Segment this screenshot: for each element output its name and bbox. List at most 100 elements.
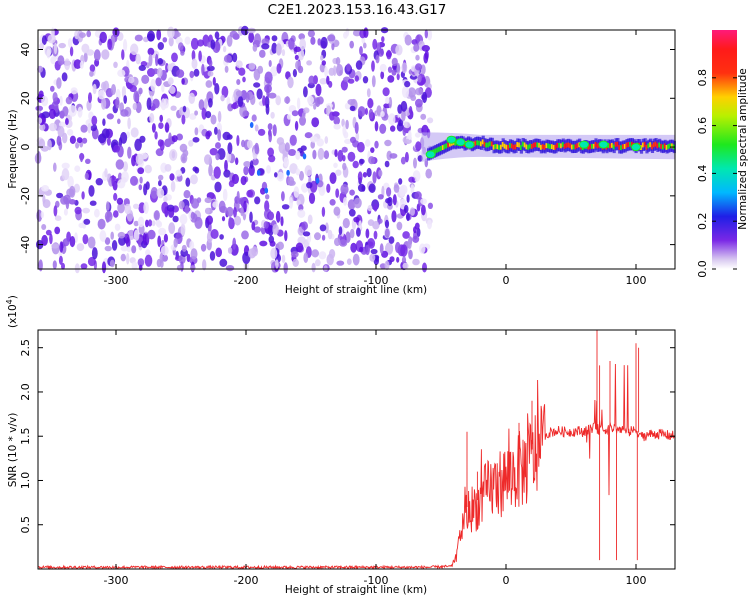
- spectrogram-cell: [252, 44, 258, 52]
- spectrogram-cell: [243, 161, 251, 168]
- spectrogram-cell: [261, 38, 270, 46]
- spectrogram-cell: [419, 243, 426, 254]
- spectrogram-cell: [340, 183, 349, 195]
- spectrogram-cell: [401, 109, 406, 122]
- spectrogram-cell: [156, 187, 165, 199]
- spectrogram-cell: [65, 118, 69, 125]
- spectrogram-cell: [365, 139, 371, 147]
- spectrogram-cell: [98, 89, 105, 100]
- spectral-line-core: [490, 141, 494, 147]
- spectral-line-core: [514, 144, 518, 150]
- spectral-line-core: [492, 144, 496, 150]
- spectrogram-cell: [266, 165, 271, 174]
- spectrogram-cell: [80, 124, 88, 133]
- spectrogram-cell: [38, 138, 46, 150]
- spectrogram-cell: [194, 167, 200, 174]
- spectrogram-cell: [245, 92, 250, 103]
- spectrogram-cell: [292, 258, 299, 267]
- x-tick-label: 100: [626, 574, 647, 587]
- spectrogram-cell: [254, 33, 261, 46]
- spectrogram-cell: [214, 126, 218, 135]
- spectrogram-cell: [379, 243, 384, 254]
- spectrogram-cell: [209, 148, 218, 156]
- spectral-line-core: [612, 144, 616, 150]
- spectrogram-cell: [382, 87, 390, 97]
- spectrogram-cell: [415, 98, 423, 108]
- spectrogram-cell: [402, 231, 410, 239]
- spectrogram-cell: [404, 138, 412, 145]
- spectrogram-cell: [219, 258, 228, 267]
- spectrogram-cell: [259, 240, 268, 247]
- spectral-line-core: [541, 144, 545, 150]
- spectral-line-core: [656, 143, 660, 149]
- spectrogram-cell: [68, 105, 77, 117]
- spectrogram-cell: [50, 56, 57, 65]
- spectrogram-cell: [357, 171, 363, 182]
- spectrogram-cell: [74, 263, 80, 274]
- spectrogram-cell: [317, 147, 325, 160]
- spectrogram-cell: [57, 126, 65, 138]
- spectrogram-cell: [130, 127, 139, 138]
- spectrogram-cell: [379, 63, 387, 73]
- spectral-line-core: [436, 147, 439, 153]
- spectrogram-cell: [77, 106, 83, 118]
- spectrogram-cell: [196, 39, 205, 47]
- spectral-line-core: [625, 142, 629, 148]
- spectrogram-cell: [149, 112, 155, 123]
- spectral-line-core: [671, 143, 674, 149]
- spectral-line-core: [496, 144, 499, 150]
- spectrogram-cell: [393, 184, 400, 193]
- spectrogram-cell: [324, 136, 329, 144]
- spectrogram-cell: [41, 95, 49, 107]
- spectrogram-cell: [113, 192, 118, 201]
- spectrogram-cell: [315, 97, 321, 108]
- spectrogram-cell: [134, 138, 142, 151]
- spectrogram-cell: [344, 138, 352, 145]
- spectrogram-cell: [362, 76, 369, 84]
- spectrogram-cell: [190, 174, 198, 185]
- spectrogram-cell: [191, 50, 196, 61]
- spectral-line-core: [503, 143, 507, 149]
- spectrogram-cell: [208, 59, 213, 68]
- spectral-line-core: [518, 142, 521, 148]
- spectrogram-cell: [346, 63, 351, 72]
- spectrogram-cell: [184, 205, 190, 214]
- spectrogram-cell: [246, 139, 253, 149]
- spectrogram-cell: [189, 240, 195, 251]
- spectrogram-cell: [115, 159, 125, 170]
- spectrogram-cell: [123, 39, 128, 52]
- spectrogram-cell: [276, 171, 285, 182]
- spectrogram-cell: [204, 154, 212, 165]
- spectrogram-cell: [329, 199, 336, 206]
- spectrogram-cell: [170, 180, 176, 193]
- spectrogram-cell: [398, 185, 406, 197]
- spectrogram-cell: [89, 64, 96, 73]
- spectral-line-core: [527, 144, 530, 150]
- spectrogram-cell: [366, 167, 372, 178]
- y-tick-label: 0: [19, 144, 32, 151]
- spectral-line-core: [445, 143, 448, 149]
- spectrogram-cell: [42, 194, 46, 204]
- spectrogram-cell: [395, 44, 403, 56]
- spectrogram-cell: [208, 164, 213, 177]
- spectrogram-cell: [95, 178, 104, 186]
- spectral-line-core: [654, 141, 658, 147]
- spectral-line-core: [476, 140, 479, 146]
- spectrogram-cell: [347, 78, 355, 84]
- spectral-line-core: [623, 144, 627, 149]
- spectrogram-cell: [151, 220, 156, 227]
- spectrogram-cell: [212, 201, 219, 208]
- spectrogram-cell: [366, 88, 371, 98]
- spectrogram-cell: [242, 110, 250, 117]
- spectrogram-cell: [190, 37, 199, 50]
- x-tick-label: -300: [104, 574, 129, 587]
- spectrogram-cell: [421, 91, 428, 104]
- spectrogram-cell: [264, 187, 269, 194]
- spectral-line-core: [560, 143, 563, 149]
- spectrogram-cell: [114, 223, 121, 231]
- spectrogram-cell: [56, 192, 64, 199]
- spectrogram-cell: [161, 84, 165, 93]
- spectrogram-cell: [48, 108, 56, 120]
- spectrogram-cell: [83, 218, 91, 225]
